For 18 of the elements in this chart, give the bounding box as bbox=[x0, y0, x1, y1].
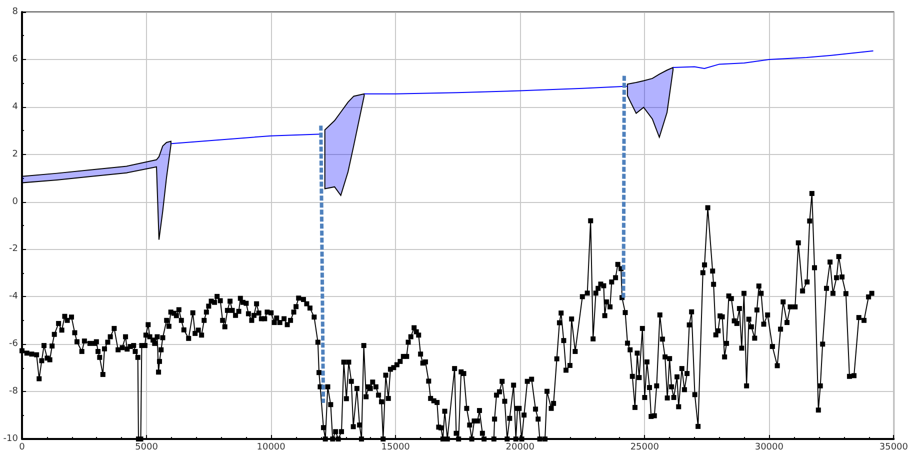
x-tick-label: 25000 bbox=[630, 442, 660, 452]
x-tick-label: 35000 bbox=[879, 442, 908, 452]
x-tick-label: 15000 bbox=[381, 442, 410, 452]
x-tick-label: 10000 bbox=[256, 442, 286, 452]
x-tick-label: 5000 bbox=[135, 442, 158, 452]
x-tick-label: 0 bbox=[19, 442, 26, 452]
y-tick-label: 6 bbox=[12, 54, 18, 64]
y-tick-label: -10 bbox=[3, 434, 18, 444]
x-tick-label: 30000 bbox=[754, 442, 784, 452]
y-tick-label: -4 bbox=[9, 292, 18, 302]
y-tick-label: -6 bbox=[9, 339, 18, 350]
y-tick-label: 8 bbox=[12, 7, 18, 17]
x-tick-label: 20000 bbox=[506, 442, 535, 452]
y-tick-label: -8 bbox=[9, 386, 18, 397]
y-tick-label: 4 bbox=[12, 102, 18, 112]
y-tick-label: -2 bbox=[9, 244, 18, 254]
y-tick-label: 0 bbox=[12, 196, 18, 207]
y-tick-label: 2 bbox=[12, 149, 18, 160]
